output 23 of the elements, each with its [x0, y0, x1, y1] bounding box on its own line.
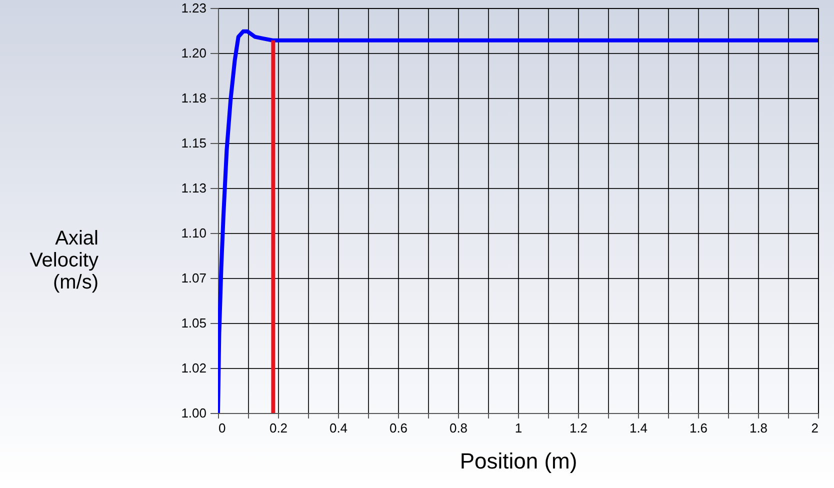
y-tick-label: 1.05: [181, 316, 206, 330]
x-tick-label: 0.6: [389, 420, 408, 436]
x-tick-label: 2: [811, 420, 818, 436]
y-axis-title: Axial Velocity (m/s): [30, 228, 98, 294]
x-tick-label: 0.2: [269, 420, 288, 436]
y-tick-label: 1.20: [181, 46, 206, 60]
y-tick-label: 1.18: [181, 90, 206, 106]
x-axis-title: Position (m): [460, 448, 578, 474]
y-tick-label: 1.07: [181, 270, 206, 286]
x-tick-label: 0.4: [329, 420, 348, 436]
y-tick-label: 1.02: [181, 360, 206, 376]
x-tick-label: 1.2: [569, 420, 588, 436]
y-tick-label: 1.10: [181, 226, 206, 240]
y-tick-label: 1.15: [181, 136, 206, 150]
x-tick-label: 1.4: [629, 420, 648, 436]
x-tick-label: 0: [218, 420, 226, 436]
y-tick-label: 1.13: [181, 180, 206, 196]
x-tick-label: 1.6: [689, 420, 708, 436]
x-tick-label: 1.8: [749, 420, 768, 436]
y-tick-label: 1.23: [181, 0, 206, 16]
x-tick-label: 1: [514, 420, 522, 436]
x-tick-label: 0.8: [449, 420, 468, 436]
y-tick-label: 1.00: [181, 406, 206, 420]
